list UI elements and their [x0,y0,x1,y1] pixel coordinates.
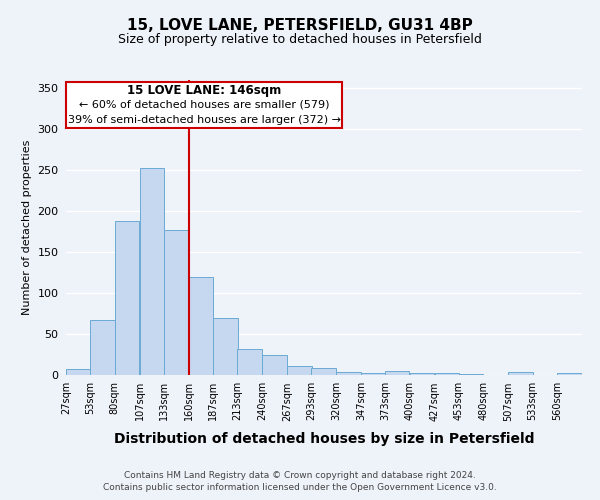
Bar [238,349,262,375]
Bar [385,371,409,375]
Bar [434,372,459,375]
Bar [164,230,188,375]
Bar [287,366,312,375]
X-axis label: Distribution of detached houses by size in Petersfield: Distribution of detached houses by size … [114,432,534,446]
Bar [140,168,164,375]
Bar [508,372,533,375]
Bar [311,368,336,375]
Text: 15, LOVE LANE, PETERSFIELD, GU31 4BP: 15, LOVE LANE, PETERSFIELD, GU31 4BP [127,18,473,32]
Bar [336,372,361,375]
Bar [214,318,238,375]
Bar [410,374,434,375]
Bar [115,221,139,375]
FancyBboxPatch shape [66,82,342,128]
Text: 15 LOVE LANE: 146sqm: 15 LOVE LANE: 146sqm [127,84,281,96]
Bar [90,320,115,375]
Bar [262,356,287,375]
Y-axis label: Number of detached properties: Number of detached properties [22,140,32,315]
Bar [188,278,213,375]
Text: Contains HM Land Registry data © Crown copyright and database right 2024.
Contai: Contains HM Land Registry data © Crown c… [103,471,497,492]
Text: 39% of semi-detached houses are larger (372) →: 39% of semi-detached houses are larger (… [68,115,341,125]
Text: ← 60% of detached houses are smaller (579): ← 60% of detached houses are smaller (57… [79,100,329,110]
Bar [557,374,582,375]
Text: Size of property relative to detached houses in Petersfield: Size of property relative to detached ho… [118,32,482,46]
Bar [66,370,91,375]
Bar [458,374,483,375]
Bar [361,374,385,375]
